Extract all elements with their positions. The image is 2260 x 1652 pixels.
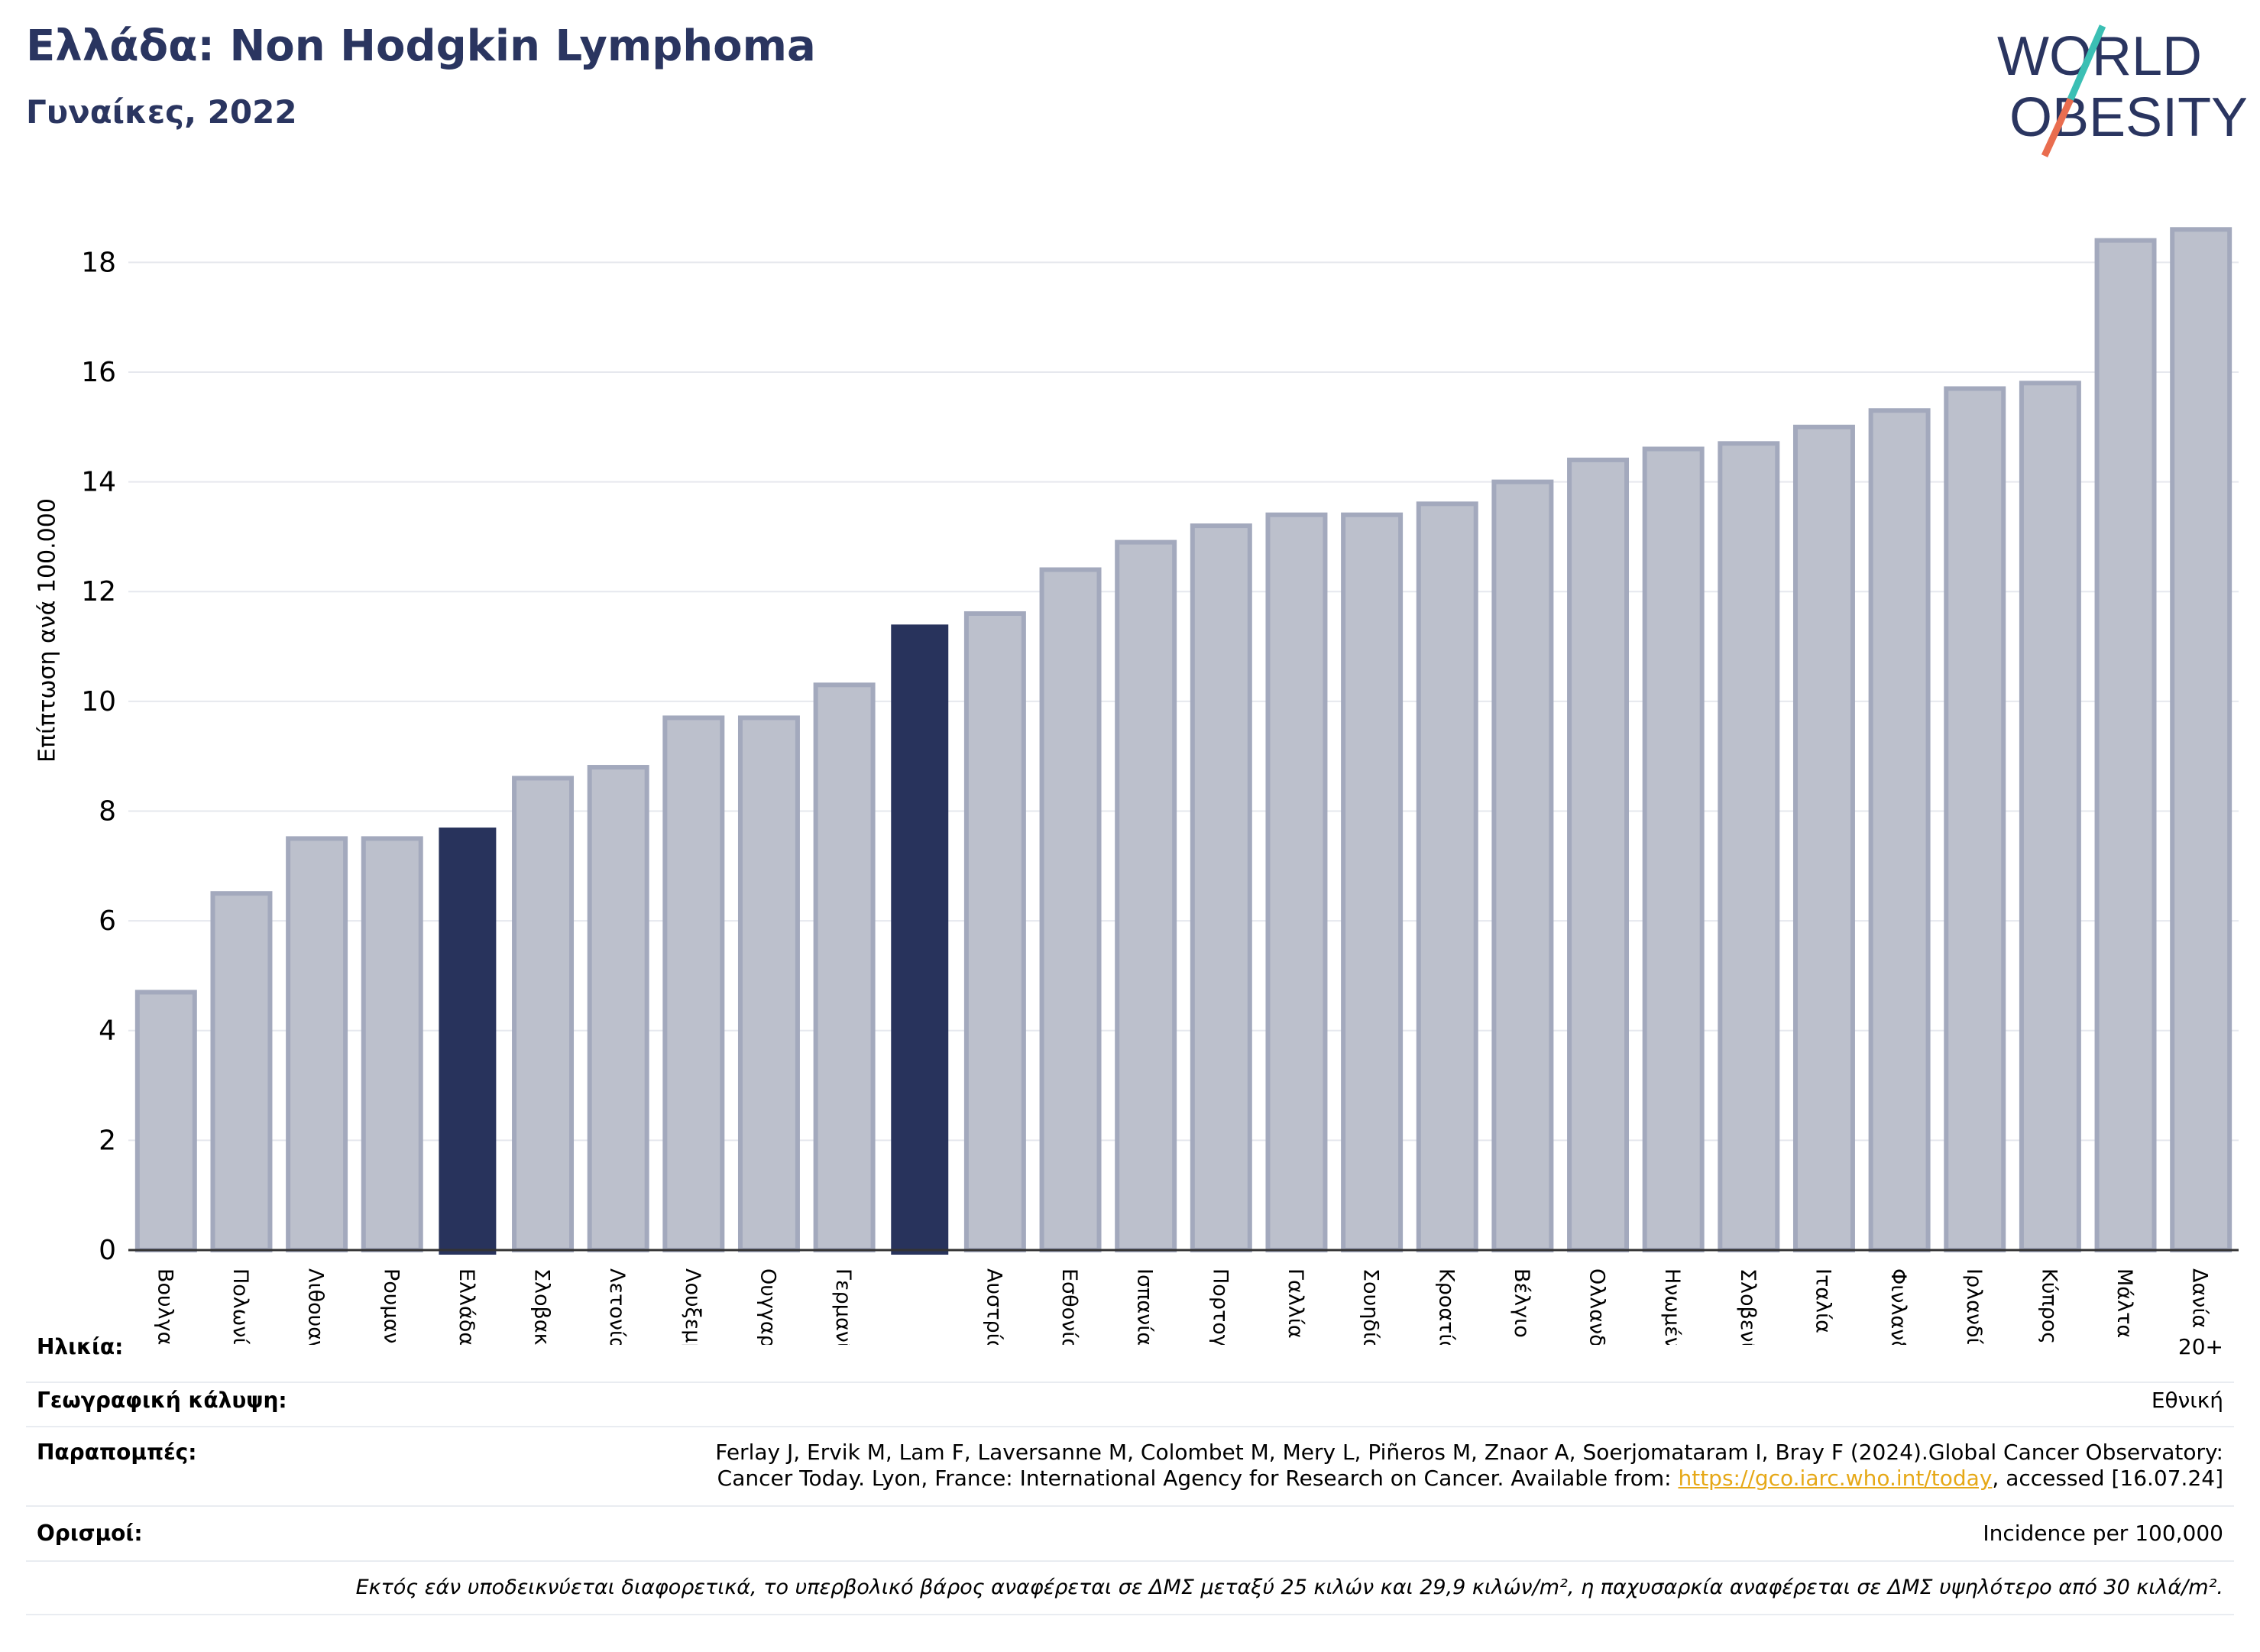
page-title: Ελλάδα: Non Hodgkin Lymphoma [26, 21, 816, 71]
x-tick-labels: Βουλγαρία Πολωνία Λιθουανία Ρουμανία Ελλάδα Σ… [153, 1268, 2211, 1345]
logo-slash-teal [2067, 24, 2106, 101]
x-tick-label: Γαλλία [1284, 1268, 1307, 1339]
y-tick-label: 10 [81, 686, 116, 717]
footnote: Εκτός εάν υποδεικνύεται διαφορετικά, το … [355, 1576, 2223, 1599]
bar [1039, 567, 1102, 1252]
x-tick-label: Λουξεμβούργο [681, 1268, 704, 1345]
world-obesity-logo: WORLD OBESITY [1997, 24, 2246, 157]
references-line2: Cancer Today. Lyon, France: Internationa… [715, 1466, 2223, 1492]
y-tick-label: 6 [99, 905, 116, 937]
bars [128, 227, 2239, 1255]
bar [1115, 539, 1177, 1252]
x-tick-label: Σλοβενία [1736, 1268, 1760, 1345]
bar [662, 715, 725, 1252]
x-tick-label: Αυστρία [982, 1268, 1005, 1345]
bar [361, 836, 423, 1252]
references-line2-prefix: Cancer Today. Lyon, France: Internationa… [717, 1466, 1679, 1491]
y-tick-label: 0 [99, 1235, 116, 1266]
y-tick-label: 12 [81, 576, 116, 607]
references-label: Παραπομπές: [37, 1440, 197, 1465]
y-tick-label: 8 [99, 795, 116, 827]
footer-divider [26, 1614, 2234, 1615]
x-tick-label: Δανία [2188, 1268, 2212, 1328]
bar [1944, 386, 2006, 1253]
bar [737, 715, 800, 1252]
bar [1868, 408, 1931, 1252]
bar [1642, 446, 1705, 1252]
references-line2-suffix: , accessed [16.07.24] [1992, 1466, 2223, 1491]
y-tick-label: 2 [99, 1125, 116, 1156]
x-tick-label: Βέλγιο [1510, 1268, 1533, 1338]
x-tick-label: Βουλγαρία [153, 1268, 176, 1345]
x-tick-label: Πορτογαλία [1208, 1268, 1232, 1345]
definitions-label: Ορισμοί: [37, 1521, 143, 1546]
references-line1: Ferlay J, Ervik M, Lam F, Laversanne M, … [715, 1440, 2223, 1465]
x-tick-label: Μάλτα [2113, 1268, 2136, 1338]
age-value: 20+ [2177, 1334, 2223, 1359]
y-tick-labels: 0 2 4 6 8 10 12 14 16 18 [81, 247, 116, 1266]
bar [1265, 512, 1328, 1252]
y-tick-label: 4 [99, 1015, 116, 1047]
y-tick-label: 14 [81, 467, 116, 498]
bar [2094, 238, 2157, 1253]
logo-slash-orange [2041, 98, 2074, 157]
page-subtitle: Γυναίκες, 2022 [26, 93, 297, 131]
age-label: Ηλικία: [37, 1334, 124, 1359]
info-row-age: Ηλικία: 20+ [26, 1328, 2234, 1383]
x-tick-label: Ηνωμένο Βασίλειο [1660, 1268, 1684, 1345]
x-tick-label: Ιταλία [1811, 1268, 1834, 1333]
y-axis-label: Επίπτωση ανά 100.000 [34, 498, 61, 763]
bar [963, 611, 1026, 1252]
info-row-definitions: Ορισμοί: Incidence per 100,000 [26, 1505, 2234, 1562]
bar [439, 828, 497, 1255]
x-tick-label: Σλοβακία [530, 1268, 554, 1345]
x-tick-label: Ρουμανία [379, 1268, 403, 1345]
references-link[interactable]: https://gco.iarc.who.int/today [1678, 1466, 1993, 1491]
x-tick-label: Πολωνία [228, 1268, 252, 1345]
bar [2170, 227, 2232, 1253]
bar [286, 836, 348, 1252]
bar [1718, 441, 1780, 1253]
bar [1341, 512, 1404, 1252]
info-row-references: Παραπομπές: Ferlay J, Ervik M, Lam F, La… [26, 1426, 2234, 1507]
x-tick-label: Λετονία [605, 1268, 629, 1345]
references-value: Ferlay J, Ervik M, Lam F, Laversanne M, … [715, 1440, 2223, 1492]
bar [1190, 523, 1252, 1252]
bar-chart: Βουλγαρία Πολωνία Λιθουανία Ρουμανία Ελλάδα Σ… [81, 227, 2239, 1345]
x-tick-label: Φινλανδία [1886, 1268, 1910, 1345]
x-tick-label: Ελλάδα [455, 1268, 478, 1345]
bar [1416, 501, 1478, 1252]
x-tick-label: Ουγγαρία [756, 1268, 779, 1345]
bar [587, 765, 649, 1252]
x-tick-label: Λιθουανία [304, 1268, 328, 1345]
x-tick-label: Εσθονία [1057, 1268, 1081, 1345]
x-tick-label: Ολλανδία [1585, 1268, 1609, 1345]
bar [891, 624, 949, 1255]
x-tick-label: Γερμανία [831, 1268, 855, 1345]
bar [2019, 381, 2081, 1252]
bar [813, 682, 876, 1252]
bar [1792, 424, 1855, 1252]
logo-line2: OBESITY [2009, 87, 2246, 148]
bar [1567, 457, 1630, 1252]
bar [134, 990, 197, 1252]
bar [210, 891, 273, 1252]
definitions-value: Incidence per 100,000 [1983, 1521, 2223, 1546]
x-tick-label: Κύπρος [2037, 1268, 2061, 1344]
y-tick-label: 18 [81, 247, 116, 278]
x-tick-label: Σουηδία [1359, 1268, 1383, 1345]
coverage-label: Γεωγραφική κάλυψη: [37, 1388, 287, 1413]
info-row-coverage: Γεωγραφική κάλυψη: Εθνική [26, 1382, 2234, 1427]
x-tick-label: Ισπανία [1133, 1268, 1157, 1345]
x-tick-label: Κροατία [1434, 1268, 1458, 1345]
coverage-value: Εθνική [2151, 1388, 2223, 1413]
x-tick-label: Ιρλανδία [1962, 1268, 1986, 1345]
y-tick-label: 16 [81, 357, 116, 388]
bar [512, 776, 575, 1252]
bar [1491, 479, 1554, 1252]
